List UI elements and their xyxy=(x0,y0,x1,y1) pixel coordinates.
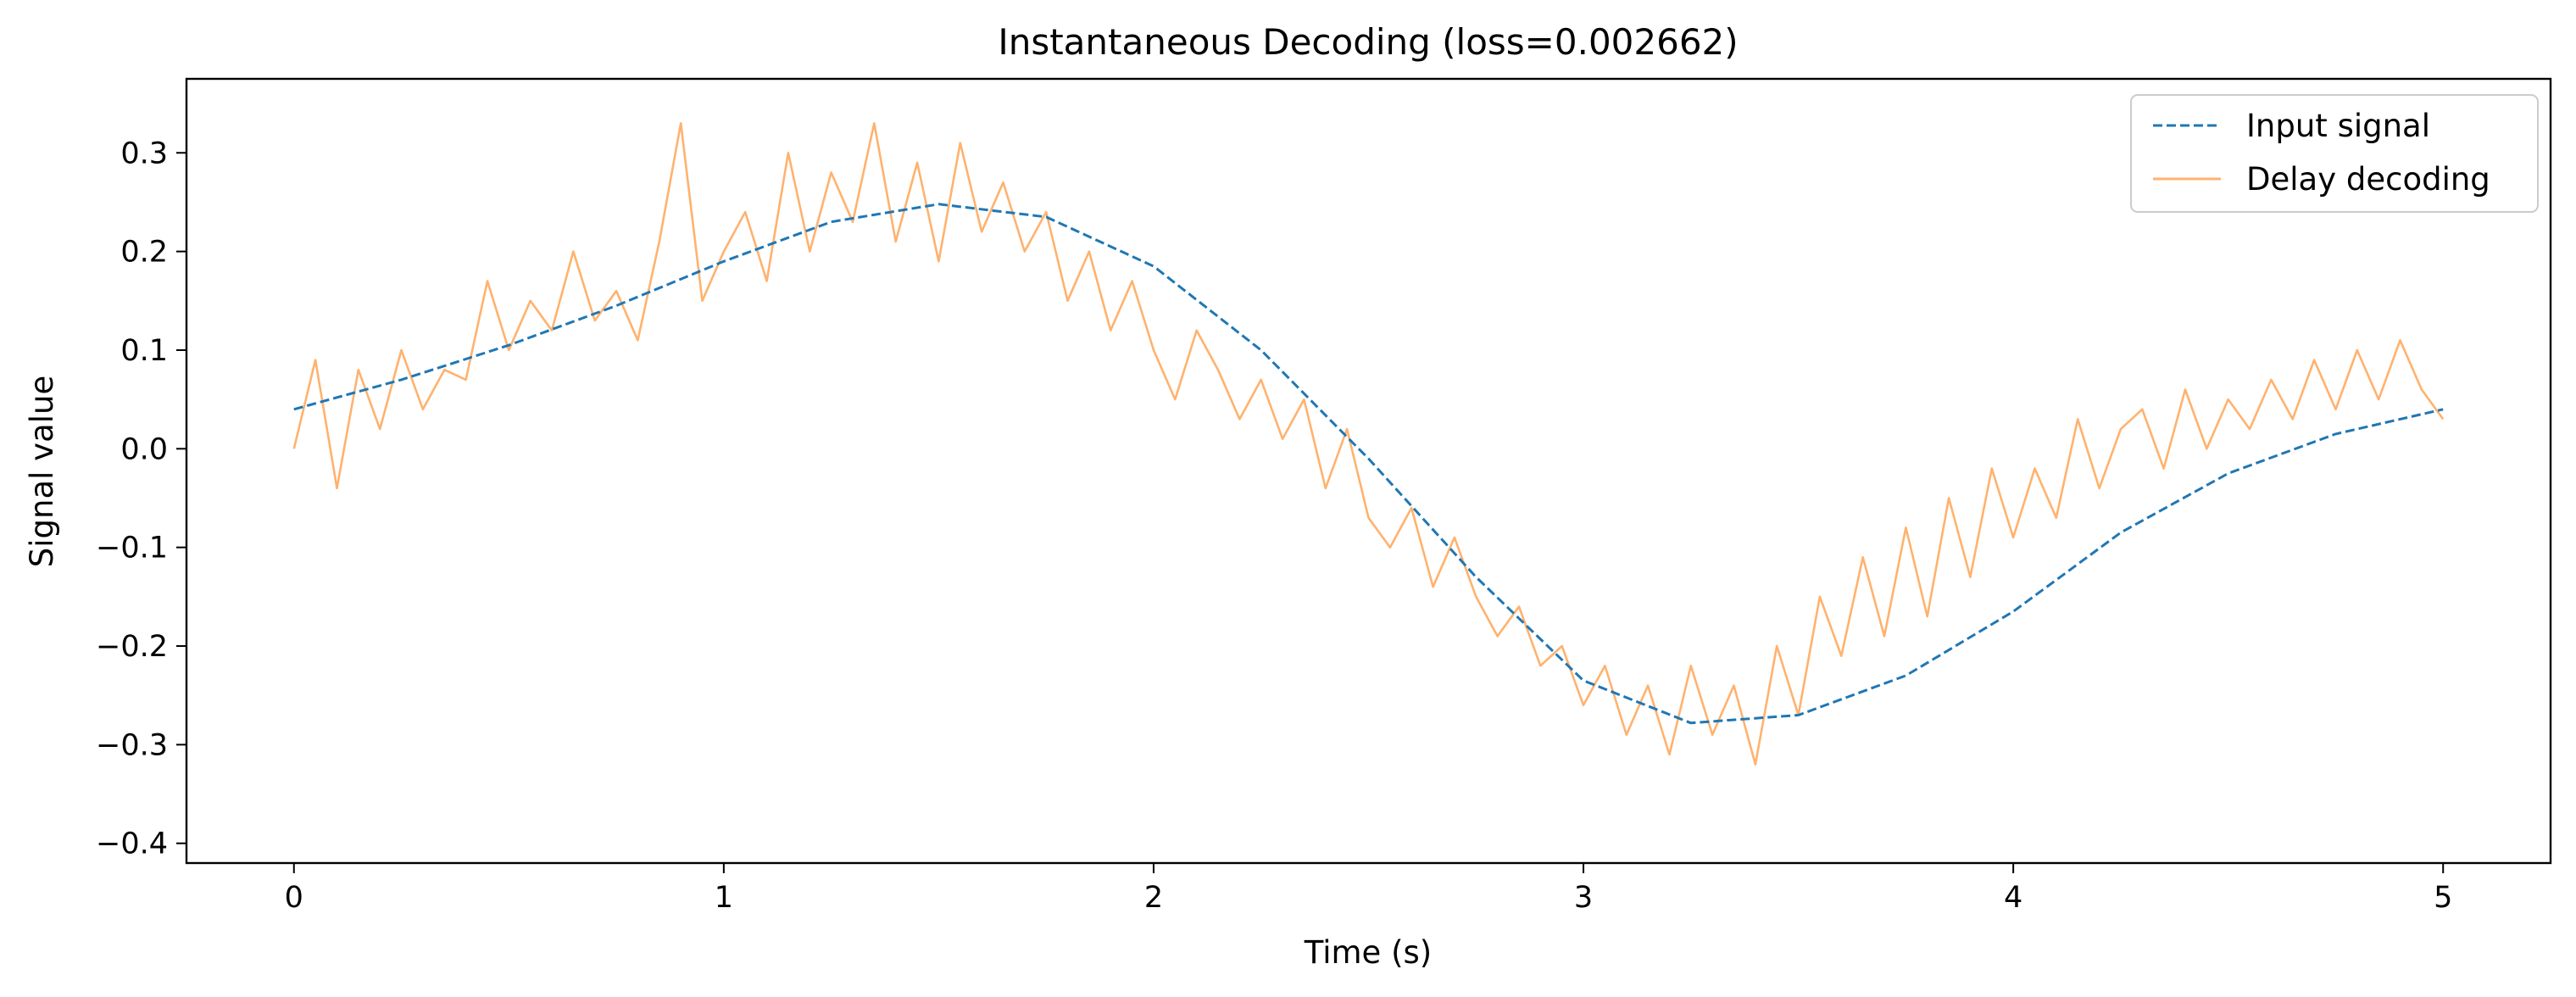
y-tick-label: −0.1 xyxy=(96,532,168,565)
legend: Input signal Delay decoding xyxy=(2130,94,2539,213)
y-tick-label: 0.2 xyxy=(120,236,168,270)
y-tick-label: −0.2 xyxy=(96,630,168,664)
legend-label-delay-decoding: Delay decoding xyxy=(2246,161,2490,198)
series-line-delay-decoding xyxy=(292,122,2445,766)
x-tick-label: 3 xyxy=(1574,881,1593,915)
x-axis-label: Time (s) xyxy=(1304,934,1432,971)
chart-title: Instantaneous Decoding (loss=0.002662) xyxy=(998,21,1738,63)
legend-box xyxy=(2130,94,2539,213)
y-tick-label: −0.3 xyxy=(96,728,168,762)
x-tick-label: 0 xyxy=(285,881,303,915)
y-tick-label: 0.3 xyxy=(120,136,168,170)
y-tick-label: 0.1 xyxy=(120,334,168,368)
legend-label-input-signal: Input signal xyxy=(2246,108,2430,144)
x-tick-label: 4 xyxy=(2004,881,2022,915)
axes-frame xyxy=(185,77,2552,865)
y-tick-label: −0.4 xyxy=(96,827,168,861)
y-axis-label: Signal value xyxy=(24,376,60,567)
x-tick-label: 1 xyxy=(715,881,733,915)
tick-marks xyxy=(176,152,2445,873)
x-tick-label: 5 xyxy=(2434,881,2452,915)
x-tick-label: 2 xyxy=(1144,881,1163,915)
y-tick-label: 0.0 xyxy=(120,432,168,466)
plot-area xyxy=(292,122,2445,766)
series-line-input-signal xyxy=(293,203,2444,725)
